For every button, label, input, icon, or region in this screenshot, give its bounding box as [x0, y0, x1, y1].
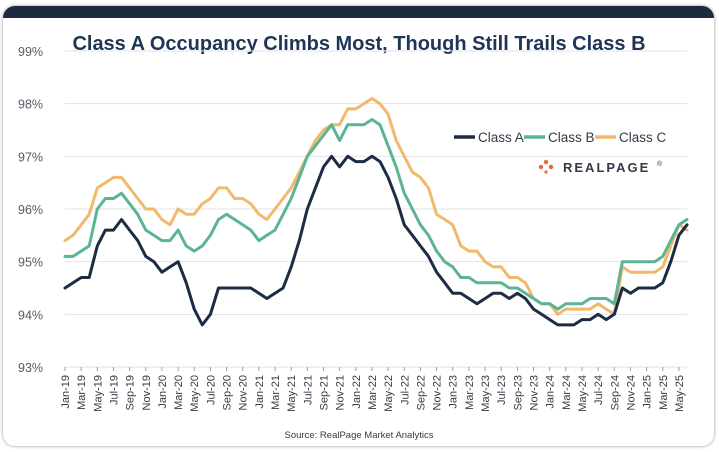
x-axis: Jan-19 Mar-19 May-19 Jul-19 Sep-19 Nov-19 Jan-…	[60, 375, 686, 412]
y-tick-label: 94%	[18, 308, 43, 322]
x-tick-label: Jul-23	[496, 375, 508, 405]
x-tick-label: Mar-19	[76, 375, 88, 410]
x-tick-label: Jan-22	[351, 375, 363, 409]
series-line-class-c	[63, 96, 689, 316]
x-tick-label: May-22	[383, 375, 395, 412]
legend-label-class-b: Class B	[548, 130, 595, 145]
x-tick-label: Jul-19	[108, 375, 120, 405]
x-tick-label: Sep-21	[318, 375, 330, 410]
y-tick-label: 98%	[18, 98, 43, 112]
x-tick-label: May-25	[674, 375, 686, 412]
y-tick-label: 96%	[18, 203, 43, 217]
y-tick-label: 95%	[18, 256, 43, 270]
grid-lines	[64, 50, 687, 371]
x-tick-label: Jan-20	[157, 375, 169, 409]
y-tick-label: 99%	[18, 45, 43, 59]
x-tick-label: Nov-22	[432, 375, 444, 410]
x-tick-label: May-23	[480, 375, 492, 412]
x-tick-label: Nov-21	[335, 375, 347, 410]
x-tick-label: Sep-24	[609, 375, 621, 410]
x-tick-label: Mar-22	[367, 375, 379, 410]
x-tick-label: Nov-20	[238, 375, 250, 410]
x-tick-label: May-19	[92, 375, 104, 412]
x-tick-label: Mar-25	[658, 375, 670, 410]
chart-card: Class A Occupancy Climbs Most, Though St…	[3, 6, 714, 446]
x-tick-label: Jul-21	[302, 375, 314, 405]
x-tick-label: Jul-22	[399, 375, 411, 405]
x-tick-label: Jan-24	[545, 375, 557, 409]
x-tick-label: Nov-19	[141, 375, 153, 410]
x-tick-label: Mar-24	[561, 375, 573, 410]
x-tick-label: Mar-23	[464, 375, 476, 410]
x-tick-label: Jan-21	[254, 375, 266, 409]
chart-title: Class A Occupancy Climbs Most, Though St…	[72, 33, 645, 55]
series-line-class-b	[63, 118, 689, 311]
legend-label-class-a: Class A	[478, 130, 524, 145]
x-tick-label: May-21	[286, 375, 298, 412]
realpage-dots-icon	[538, 159, 554, 174]
x-tick-label: Jan-19	[60, 375, 72, 409]
x-tick-label: Jan-23	[448, 375, 460, 409]
x-tick-label: May-20	[189, 375, 201, 412]
legend-label-class-c: Class C	[619, 130, 667, 145]
realpage-logo: REALPAGE ®	[538, 159, 663, 175]
x-tick-label: Sep-20	[222, 375, 234, 410]
x-tick-label: May-24	[577, 375, 589, 412]
registered-mark: ®	[657, 160, 663, 168]
x-tick-label: Jul-20	[205, 375, 217, 405]
x-tick-label: Mar-21	[270, 375, 282, 410]
x-tick-label: Sep-19	[125, 375, 137, 410]
y-tick-label: 93%	[18, 361, 43, 375]
brand-name: REALPAGE	[563, 160, 650, 175]
x-tick-label: Mar-20	[173, 375, 185, 410]
x-tick-label: Jan-25	[642, 375, 654, 409]
legend: Class A Class B Class C	[454, 130, 667, 145]
x-tick-label: Nov-23	[529, 375, 541, 410]
y-tick-label: 97%	[18, 150, 43, 164]
x-tick-label: Jul-24	[593, 375, 605, 405]
card-top-bar	[3, 6, 714, 18]
series-lines	[63, 96, 689, 327]
y-axis: 93% 94% 95% 96% 97% 98% 99%	[18, 45, 43, 375]
line-chart: Class A Occupancy Climbs Most, Though St…	[18, 33, 689, 441]
x-tick-label: Sep-22	[415, 375, 427, 410]
source-note: Source: RealPage Market Analytics	[285, 430, 434, 441]
x-tick-label: Sep-23	[512, 375, 524, 410]
series-line-class-a	[63, 154, 689, 327]
x-tick-label: Nov-24	[625, 375, 637, 410]
